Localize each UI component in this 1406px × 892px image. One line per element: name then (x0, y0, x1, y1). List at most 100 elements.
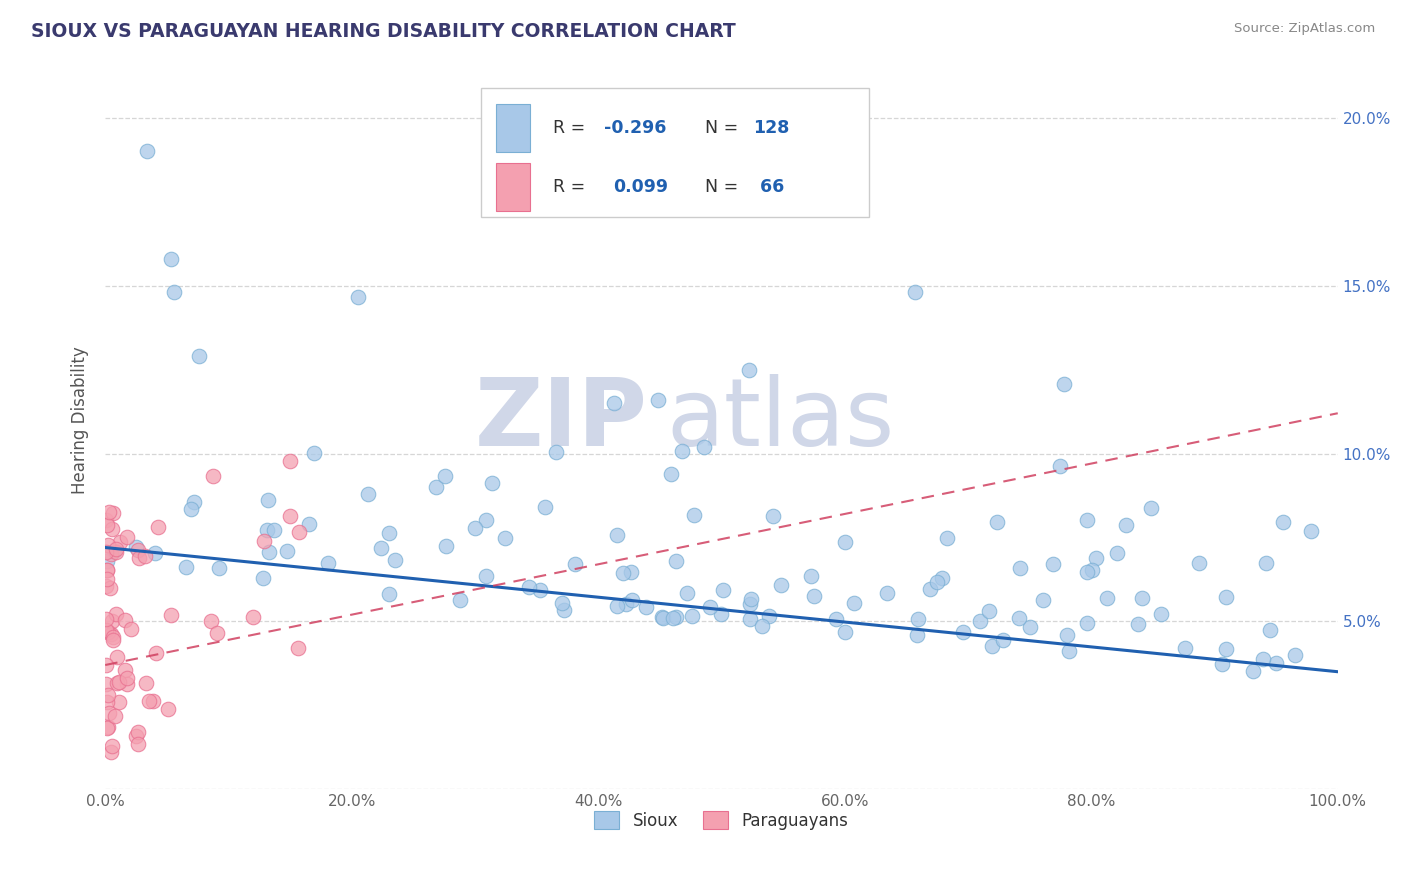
Point (1076, 616, 1098, 631)
Point (263, 523, 285, 537)
Point (145, 646, 167, 660)
Point (96, 623, 118, 637)
Point (740, 611, 762, 625)
Bar (496, 104, 530, 153)
Point (1265, 657, 1288, 671)
Point (97, 504, 120, 518)
Point (1241, 664, 1264, 678)
Point (434, 539, 457, 553)
Point (159, 252, 181, 266)
Point (1126, 616, 1149, 631)
Point (104, 708, 127, 723)
Point (127, 737, 149, 751)
Point (287, 640, 309, 655)
Point (127, 542, 149, 557)
Point (1053, 377, 1076, 392)
Point (1173, 640, 1195, 655)
Point (844, 596, 866, 610)
Point (114, 613, 136, 627)
Point (242, 609, 264, 624)
Point (1019, 620, 1042, 634)
Point (803, 589, 825, 603)
Text: R =: R = (553, 120, 591, 137)
Point (474, 513, 496, 527)
Point (96, 578, 118, 592)
Point (180, 501, 202, 516)
Point (146, 520, 169, 534)
Point (370, 541, 392, 555)
Point (606, 599, 628, 613)
Point (96, 553, 118, 567)
Point (529, 582, 551, 597)
Point (634, 599, 657, 614)
Point (108, 674, 131, 689)
Point (651, 609, 673, 624)
Point (834, 624, 856, 639)
Point (1254, 556, 1277, 570)
Point (682, 508, 704, 522)
Point (659, 467, 682, 482)
Point (1042, 558, 1064, 572)
Point (115, 677, 138, 691)
Point (952, 624, 974, 639)
Point (475, 569, 498, 583)
Point (127, 725, 149, 739)
Point (100, 626, 122, 640)
Point (252, 571, 274, 585)
Text: -0.296: -0.296 (605, 120, 666, 137)
Point (114, 663, 136, 677)
FancyBboxPatch shape (481, 87, 869, 217)
Point (357, 487, 380, 501)
Point (142, 694, 165, 708)
Point (207, 625, 229, 640)
Point (384, 553, 406, 567)
Text: 0.099: 0.099 (613, 178, 668, 196)
Point (546, 445, 568, 459)
Point (1251, 652, 1274, 666)
Point (96, 695, 118, 709)
Point (287, 524, 309, 539)
Point (1215, 590, 1237, 604)
Point (425, 480, 447, 494)
Point (925, 575, 948, 590)
Point (256, 524, 278, 538)
Point (1076, 565, 1098, 579)
Point (107, 650, 129, 665)
Point (105, 675, 128, 690)
Text: 128: 128 (754, 120, 790, 137)
Point (202, 469, 225, 483)
Point (1107, 546, 1129, 560)
Point (1132, 591, 1154, 605)
Point (1299, 524, 1322, 538)
Point (434, 469, 457, 483)
Point (603, 396, 626, 410)
Point (156, 702, 179, 716)
Point (1211, 657, 1233, 671)
Point (188, 349, 211, 363)
Legend: Sioux, Paraguayans: Sioux, Paraguayans (588, 805, 855, 837)
Point (96, 721, 118, 735)
Point (1076, 513, 1098, 527)
Point (1140, 500, 1163, 515)
Point (96, 563, 118, 577)
Point (1056, 628, 1078, 642)
Point (449, 592, 471, 607)
Point (101, 615, 124, 629)
Point (105, 607, 128, 622)
Point (96, 545, 118, 559)
Point (96, 612, 118, 626)
Point (101, 632, 124, 647)
Point (606, 528, 628, 542)
Point (101, 631, 124, 645)
Point (125, 729, 148, 743)
Point (162, 285, 184, 300)
Point (160, 608, 183, 623)
Point (100, 739, 122, 754)
Text: N =: N = (695, 120, 744, 137)
Point (676, 585, 699, 599)
Point (96, 517, 118, 532)
Text: N =: N = (695, 178, 744, 196)
Point (907, 612, 929, 626)
Point (991, 632, 1014, 647)
Bar (496, 163, 530, 211)
